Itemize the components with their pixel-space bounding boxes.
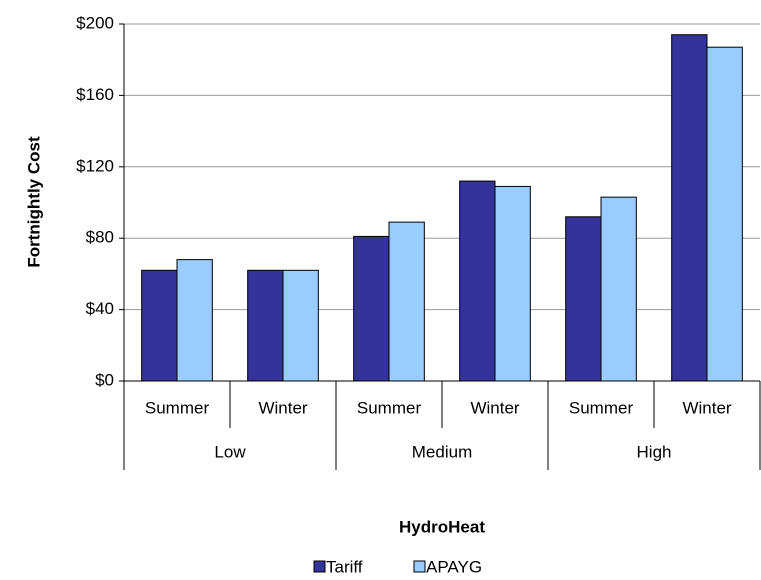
bar	[353, 235, 390, 382]
legend-label: Tariff	[326, 557, 363, 576]
y-tick-label: $120	[76, 156, 114, 175]
x-group-label: Medium	[412, 442, 472, 461]
bar	[247, 269, 284, 382]
x-tick-label: Summer	[357, 398, 422, 417]
y-tick-label: $80	[86, 228, 114, 247]
bar	[600, 196, 637, 382]
bar	[565, 216, 602, 382]
bar	[494, 185, 531, 382]
x-tick-label: Winter	[470, 398, 519, 417]
y-tick-label: $40	[86, 299, 114, 318]
legend-label: APAYG	[426, 557, 482, 576]
y-axis-label: Fortnightly Cost	[24, 136, 43, 268]
y-tick-label: $200	[76, 13, 114, 32]
legend-swatch	[313, 560, 326, 573]
x-tick-label: Winter	[258, 398, 307, 417]
bar	[388, 221, 425, 382]
x-axis-label: HydroHeat	[399, 517, 485, 536]
bar	[282, 269, 319, 382]
x-group-label: High	[637, 442, 672, 461]
x-tick-label: Summer	[145, 398, 210, 417]
bar	[706, 46, 743, 382]
bar	[176, 259, 213, 382]
x-tick-label: Winter	[682, 398, 731, 417]
bar	[141, 269, 178, 382]
bar	[459, 180, 496, 382]
x-tick-label: Summer	[569, 398, 634, 417]
y-tick-label: $160	[76, 85, 114, 104]
bar	[671, 34, 708, 382]
y-tick-label: $0	[95, 370, 114, 389]
legend-swatch	[413, 560, 426, 573]
x-group-label: Low	[214, 442, 246, 461]
